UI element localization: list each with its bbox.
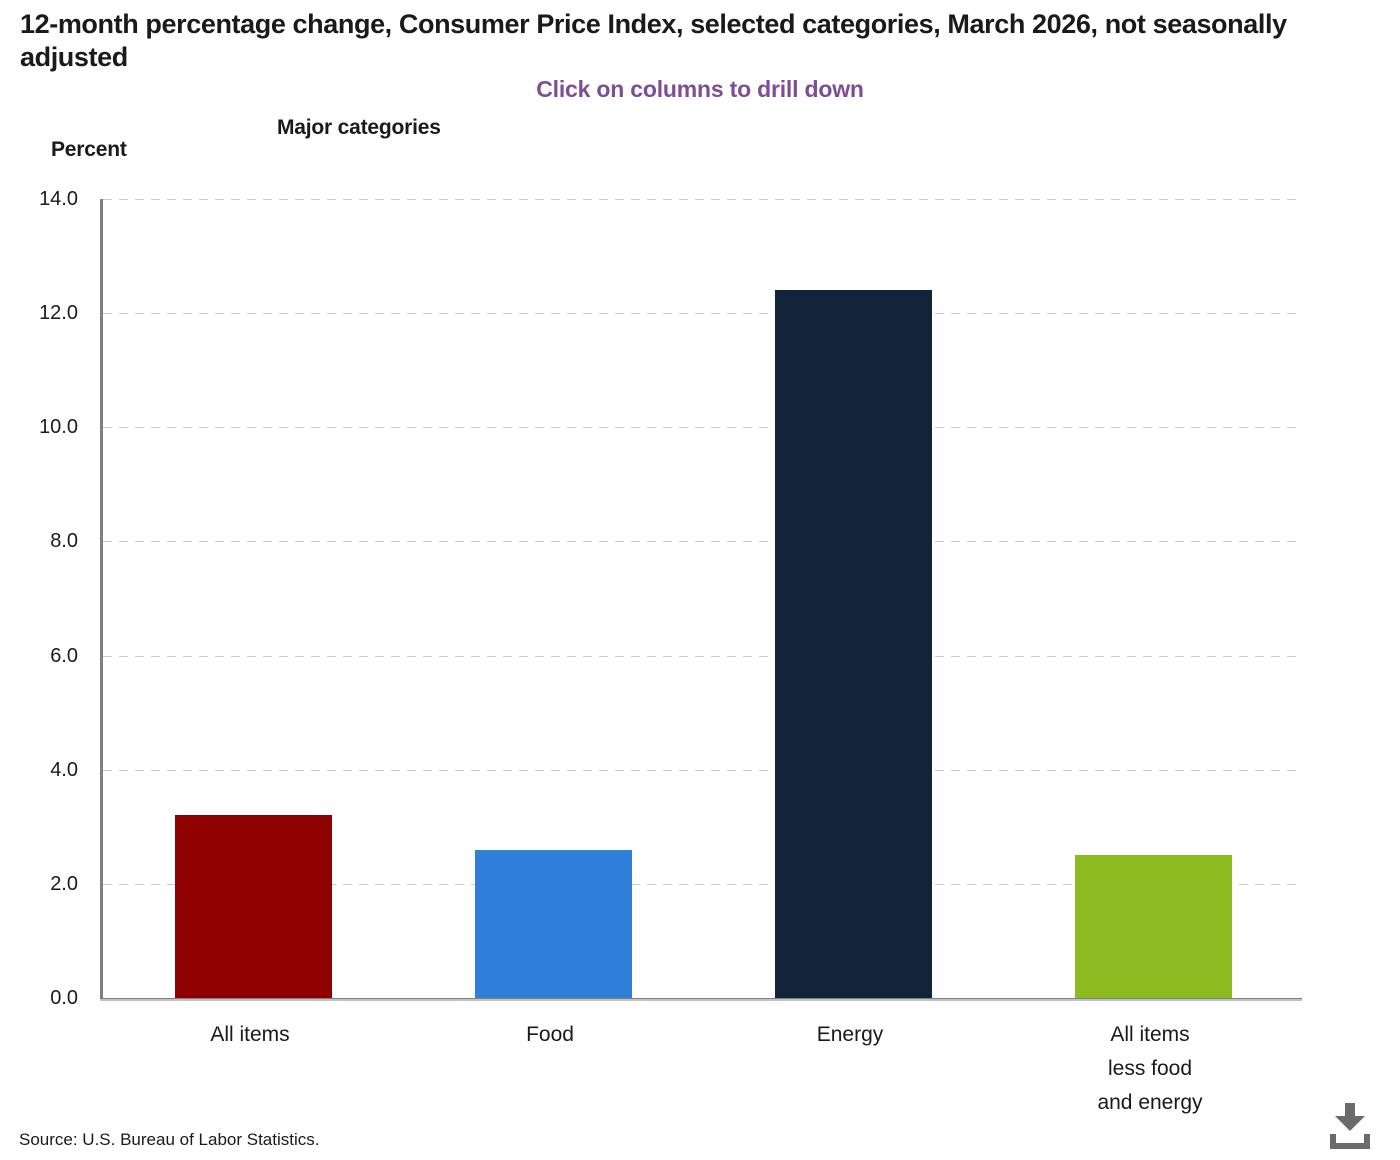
gridline-2 [103, 883, 1300, 885]
percent-axis-title: Percent [51, 138, 127, 161]
plot-area [100, 199, 1302, 1001]
y-tick-label-4.0: 4.0 [50, 758, 78, 781]
gridline-8 [103, 541, 1300, 543]
download-icon [1330, 1103, 1370, 1149]
major-categories-label: Major categories [277, 116, 441, 139]
bar-all-items[interactable] [1074, 855, 1232, 998]
y-tick-label-14.0: 14.0 [39, 188, 78, 210]
gridline-4 [103, 769, 1300, 771]
bar-energy[interactable] [774, 290, 932, 998]
gridline-6 [103, 655, 1300, 657]
y-tick-label-8.0: 8.0 [50, 530, 78, 553]
download-button[interactable] [1326, 1100, 1374, 1150]
gridline-12 [103, 313, 1300, 315]
gridline-14 [103, 199, 1300, 200]
gridline-10 [103, 427, 1300, 429]
x-axis-line [100, 998, 1302, 1001]
bar-food[interactable] [474, 849, 632, 998]
x-tick-label-energy: Energy [816, 1023, 884, 1046]
y-tick-label-6.0: 6.0 [50, 644, 78, 667]
x-tick-label-all-items: All items [210, 1023, 290, 1046]
y-axis-tick-labels: 0.0 2.0 4.0 6.0 8.0 10.0 12.0 14.0 [0, 188, 78, 1009]
y-tick-label-0.0: 0.0 [50, 987, 78, 1009]
y-tick-label-10.0: 10.0 [39, 416, 78, 439]
y-tick-label-12.0: 12.0 [39, 302, 78, 325]
x-tick-label-food: Food [526, 1023, 574, 1046]
page-title: 12-month percentage change, Consumer Pri… [20, 9, 1287, 72]
x-tick-label-all-items: All items less food and energy [1097, 1023, 1203, 1114]
y-tick-label-2.0: 2.0 [50, 872, 78, 895]
drilldown-hint: Click on columns to drill down [536, 76, 864, 102]
bar-all-items[interactable] [174, 815, 332, 998]
source-note: Source: U.S. Bureau of Labor Statistics. [19, 1130, 320, 1149]
x-axis-tick-labels: All items Food Energy All items less food a… [100, 1018, 1300, 1138]
